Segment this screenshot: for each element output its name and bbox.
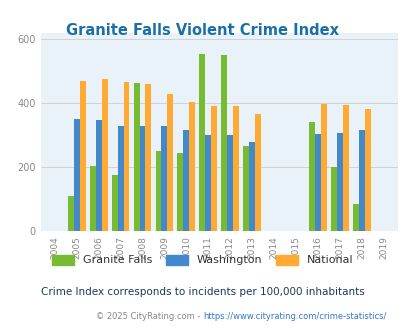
Bar [74, 119, 79, 231]
Bar [111, 175, 117, 231]
Bar [183, 130, 189, 231]
Bar [90, 166, 96, 231]
Bar [155, 151, 161, 231]
Bar [358, 130, 364, 231]
Bar [177, 153, 183, 231]
Bar [167, 94, 173, 231]
Bar [336, 133, 342, 231]
Bar [314, 134, 320, 231]
Bar [308, 122, 314, 231]
Bar [254, 115, 260, 231]
Bar [342, 105, 348, 231]
Legend: Granite Falls, Washington, National: Granite Falls, Washington, National [52, 255, 353, 265]
Bar [96, 120, 101, 231]
Bar [101, 79, 107, 231]
Bar [123, 82, 129, 231]
Bar [117, 126, 123, 231]
Bar [352, 204, 358, 231]
Bar [227, 135, 232, 231]
Bar [139, 126, 145, 231]
Bar [161, 126, 167, 231]
Bar [249, 142, 254, 231]
Bar [211, 107, 217, 231]
Bar [145, 84, 151, 231]
Bar [79, 81, 85, 231]
Text: Crime Index corresponds to incidents per 100,000 inhabitants: Crime Index corresponds to incidents per… [41, 287, 364, 297]
Bar [243, 147, 249, 231]
Text: © 2025 CityRating.com -: © 2025 CityRating.com - [96, 312, 202, 321]
Text: Granite Falls Violent Crime Index: Granite Falls Violent Crime Index [66, 23, 339, 38]
Bar [199, 54, 205, 231]
Bar [133, 82, 139, 231]
Bar [205, 135, 211, 231]
Bar [232, 107, 239, 231]
Text: https://www.cityrating.com/crime-statistics/: https://www.cityrating.com/crime-statist… [202, 312, 386, 321]
Bar [330, 167, 336, 231]
Bar [68, 196, 74, 231]
Bar [364, 109, 370, 231]
Bar [221, 55, 227, 231]
Bar [320, 104, 326, 231]
Bar [189, 102, 195, 231]
